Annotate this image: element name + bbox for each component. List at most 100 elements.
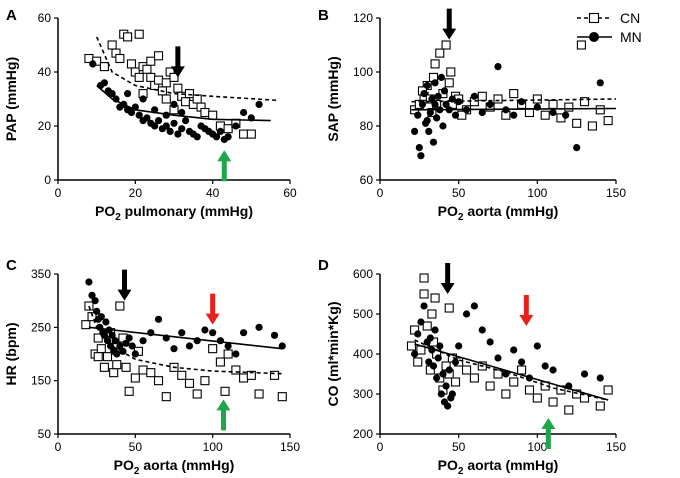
cn-data-point xyxy=(477,91,487,101)
mn-data-point xyxy=(170,119,178,127)
cn-data-point xyxy=(422,321,432,331)
mn-data-point xyxy=(434,92,442,100)
cn-data-point xyxy=(115,301,125,311)
x-tick-label: 20 xyxy=(129,186,143,200)
x-tick-label: 0 xyxy=(377,440,384,454)
mn-data-point xyxy=(88,291,96,299)
mn-data-point xyxy=(451,111,460,119)
mn-data-point xyxy=(127,108,136,117)
y-tick-label: 200 xyxy=(353,427,373,441)
x-tick-label: 50 xyxy=(452,186,466,200)
mn-data-point xyxy=(486,100,494,108)
mn-data-point xyxy=(455,342,463,350)
mn-data-point xyxy=(131,350,139,358)
y-axis-label: HR (bpm) xyxy=(3,323,19,386)
y-tick-label: 0 xyxy=(44,173,51,187)
y-tick-label: 250 xyxy=(31,320,51,334)
y-tick-label: 40 xyxy=(38,65,52,79)
mn-data-point xyxy=(124,90,132,98)
mn-data-point xyxy=(455,98,463,106)
y-tick-label: 80 xyxy=(360,119,374,133)
mn-fit-line xyxy=(96,84,271,122)
mn-data-point xyxy=(151,122,159,130)
x-tick-label: 50 xyxy=(452,440,466,454)
mn-data-point xyxy=(439,122,447,130)
mn-data-point xyxy=(193,337,201,345)
cn-data-point xyxy=(419,273,429,283)
mn-data-point xyxy=(518,98,526,106)
y-axis-label: CO (ml*min*Kg) xyxy=(325,302,341,407)
y-tick-label: 600 xyxy=(353,267,373,281)
mn-data-point xyxy=(270,331,279,339)
black-arrow xyxy=(440,263,455,294)
mn-data-point xyxy=(154,315,163,323)
cn-data-point xyxy=(153,376,164,386)
black-arrow xyxy=(117,269,132,301)
mn-data-point xyxy=(596,374,604,382)
y-tick-label: 150 xyxy=(31,374,51,388)
mn-data-point xyxy=(128,342,136,350)
mn-data-point xyxy=(494,63,502,71)
cn-data-point xyxy=(441,40,451,50)
mn-data-point xyxy=(97,313,105,321)
cn-data-point xyxy=(450,377,461,387)
mn-data-point xyxy=(216,127,224,135)
mn-data-point xyxy=(440,87,449,95)
mn-data-point xyxy=(433,114,441,122)
cn-data-point xyxy=(501,389,511,399)
cn-data-point xyxy=(430,59,440,69)
mn-data-point xyxy=(122,339,130,347)
mn-data-point xyxy=(100,79,108,87)
cn-data-point xyxy=(96,344,106,354)
x-tick-label: 0 xyxy=(377,186,384,200)
mn-data-point xyxy=(139,337,147,345)
cn-data-point xyxy=(134,72,144,82)
mn-data-point xyxy=(417,152,425,160)
mn-data-point xyxy=(224,342,232,350)
mn-data-point xyxy=(102,318,110,326)
cn-data-point xyxy=(146,368,156,378)
mn-data-point xyxy=(108,90,116,98)
x-tick-label: 100 xyxy=(203,440,223,454)
mn-data-point xyxy=(442,100,450,108)
green-arrow xyxy=(541,418,556,449)
panel-a-pap: 0 20 40 60 0 20 40 60 PO2 pulmonary (mmHg) PAP (m… xyxy=(3,11,297,223)
mn-data-point xyxy=(470,302,478,310)
cn-data-point xyxy=(579,97,590,107)
cn-data-point xyxy=(146,72,156,82)
mn-data-point xyxy=(445,366,453,374)
x-tick-label: 0 xyxy=(55,186,62,200)
mn-data-point xyxy=(201,326,209,334)
cn-data-point xyxy=(595,401,605,411)
cn-data-point xyxy=(184,89,195,99)
cn-data-point xyxy=(493,369,503,379)
cn-data-point xyxy=(121,362,131,372)
x-tick-label: 150 xyxy=(606,186,626,200)
cn-data-point xyxy=(146,56,156,66)
mn-data-point xyxy=(418,100,427,108)
cn-data-point xyxy=(124,386,134,396)
cn-data-point xyxy=(603,385,613,395)
y-tick-label: 300 xyxy=(353,387,373,401)
mn-data-point xyxy=(113,350,121,358)
cn-data-point xyxy=(572,118,582,128)
cn-data-point xyxy=(161,78,171,88)
mn-data-point xyxy=(425,358,433,366)
cn-data-point xyxy=(81,320,91,330)
cn-data-point xyxy=(485,381,495,391)
red-arrow xyxy=(519,295,534,326)
mn-data-point xyxy=(426,334,434,342)
cn-data-point xyxy=(215,357,225,367)
cn-fit-line xyxy=(88,305,283,375)
mn-data-point xyxy=(232,122,240,130)
cn-data-point xyxy=(406,341,417,351)
mn-data-point xyxy=(478,108,486,117)
cn-data-point xyxy=(493,94,503,104)
cn-data-point xyxy=(269,370,280,380)
mn-data-point xyxy=(111,337,119,345)
cn-data-point xyxy=(509,89,519,99)
y-tick-label: 350 xyxy=(31,267,51,281)
cn-data-point xyxy=(246,129,256,139)
y-tick-label: 500 xyxy=(353,307,373,321)
